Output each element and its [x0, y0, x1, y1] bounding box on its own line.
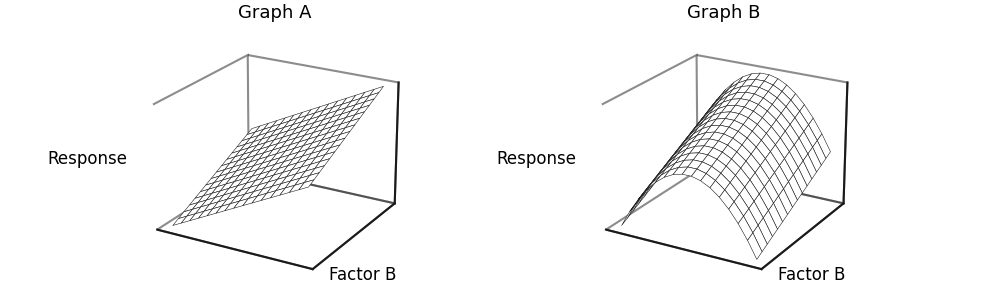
Text: Factor B: Factor B: [328, 266, 396, 284]
Text: Factor A: Factor A: [649, 300, 716, 301]
Text: Response: Response: [47, 150, 128, 169]
Text: Response: Response: [496, 150, 576, 169]
Title: Graph B: Graph B: [687, 4, 760, 22]
Text: Factor B: Factor B: [777, 266, 845, 284]
Text: Factor A: Factor A: [200, 300, 267, 301]
Title: Graph A: Graph A: [238, 4, 311, 22]
